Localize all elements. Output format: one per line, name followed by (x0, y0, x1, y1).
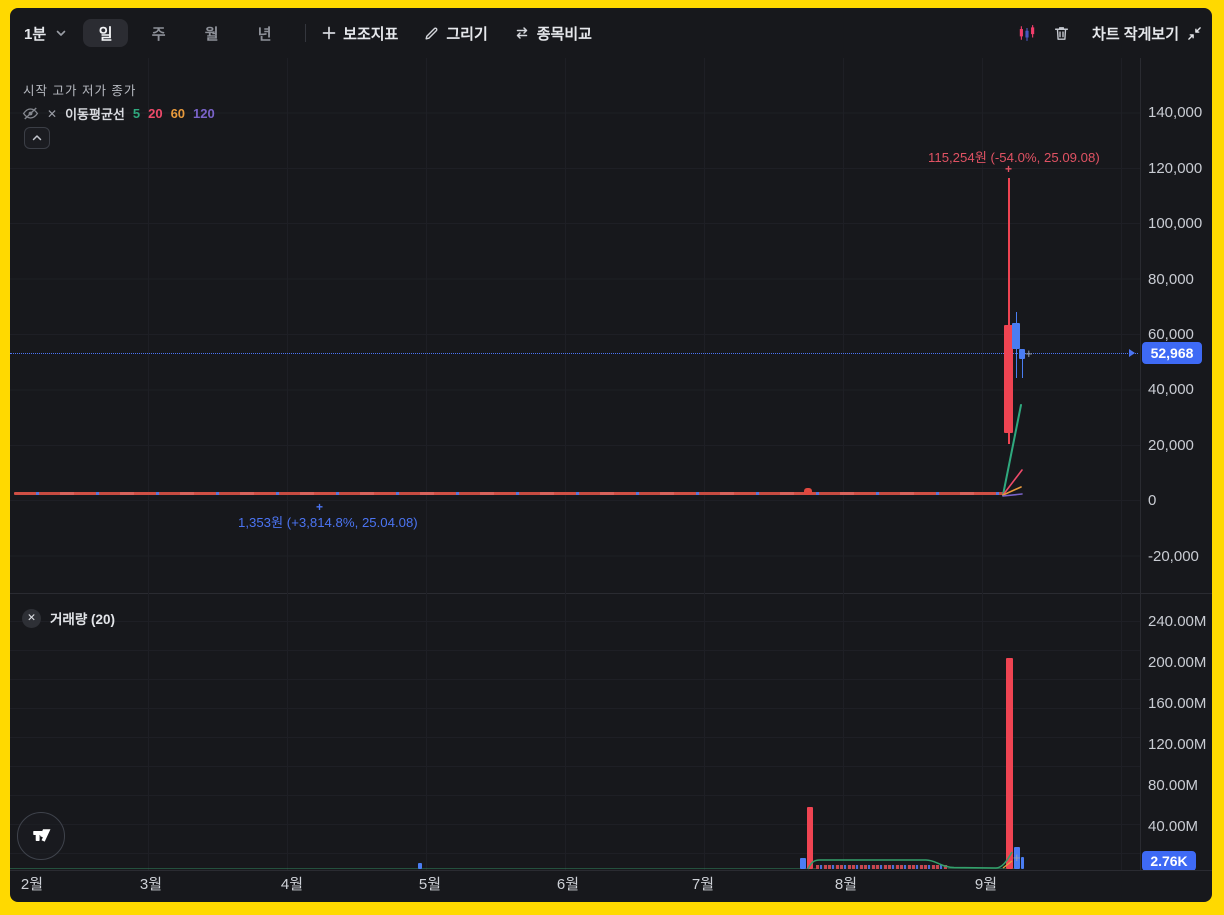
volume-spike-august (806, 807, 813, 869)
candlestick-style-icon (1018, 24, 1036, 42)
volume-bar-small (418, 863, 422, 869)
volume-close-icon[interactable]: ✕ (22, 608, 41, 628)
current-price-badge: 52,968 (1142, 342, 1202, 364)
month-label: 3월 (139, 876, 163, 893)
price-axis-label: -20,000 (1148, 548, 1199, 565)
current-volume-badge: 2.76K (1142, 851, 1196, 871)
month-label: 5월 (418, 876, 442, 893)
tab-week[interactable]: 주 (151, 25, 166, 43)
toolbar-divider (305, 24, 307, 42)
price-axis-label: 140,000 (1148, 104, 1203, 121)
volume-bar-blue (800, 858, 806, 869)
trash-icon (1053, 25, 1070, 42)
chart-style-button[interactable] (1014, 20, 1040, 46)
toolbar-left: 1분 일 주 월 년 보조지표 (10, 19, 618, 47)
volume-legend: ✕ 거래량 (20) (22, 608, 115, 628)
price-series-flat-line (14, 492, 1004, 495)
volume-pane-plot[interactable] (10, 593, 1140, 870)
price-axis-label: 40,000 (1148, 381, 1194, 398)
month-label: 6월 (556, 876, 580, 893)
interval-dropdown[interactable]: 1분 (24, 23, 67, 44)
tab-year[interactable]: 년 (257, 25, 272, 43)
volume-bar-latest (1013, 847, 1020, 869)
ma-legend-title: 이동평균선 (65, 107, 125, 122)
time-axis-separator (10, 870, 1212, 871)
low-point-annotation: 1,353원 (+3,814.8%, 25.04.08) (238, 515, 418, 530)
volume-axis-label: 240.00M (1148, 613, 1207, 630)
blue-candle-body (1011, 323, 1020, 349)
compare-button[interactable]: 종목비교 (514, 23, 592, 44)
ohlc-legend: 시작 고가 저가 종가 (23, 84, 137, 98)
tab-day[interactable]: 일 (83, 19, 129, 47)
volume-bar-last (1020, 857, 1024, 869)
month-label: 7월 (691, 876, 715, 893)
big-red-candle-wick (1008, 178, 1010, 444)
price-axis-label: 0 (1148, 492, 1157, 509)
tab-month[interactable]: 월 (204, 25, 219, 43)
indicators-button[interactable]: 보조지표 (322, 23, 398, 44)
volume-ma-line (807, 851, 1013, 870)
interval-label: 1분 (24, 25, 47, 43)
price-axis-label: 80,000 (1148, 271, 1194, 288)
collapse-legend-button[interactable] (24, 127, 50, 149)
last-candle-wick (1021, 349, 1023, 378)
big-red-candle-body (1003, 325, 1013, 433)
high-point-marker: + (1005, 162, 1013, 176)
chart-app: 1분 일 주 월 년 보조지표 (10, 8, 1212, 902)
ma120-value: 120 (193, 106, 215, 121)
low-point-marker: + (316, 500, 324, 514)
volume-bar-cluster (816, 865, 948, 869)
last-candle-body (1018, 349, 1025, 359)
small-red-candle (804, 488, 812, 495)
volume-bar-marker: + (1013, 850, 1021, 865)
price-axis-separator (1140, 58, 1141, 870)
ma20-value: 20 (148, 106, 163, 121)
current-price-line (10, 353, 1138, 354)
plus-icon (322, 26, 336, 40)
month-label: 4월 (280, 876, 304, 893)
eye-off-icon[interactable] (22, 106, 39, 121)
price-axis-label: 120,000 (1148, 160, 1203, 177)
volume-axis-label: 160.00M (1148, 695, 1207, 712)
month-label: 8월 (834, 876, 858, 893)
ma5-value: 5 (132, 106, 141, 121)
shrink-chart-label: 차트 작게보기 (1092, 25, 1179, 43)
swap-arrows-icon (514, 26, 530, 40)
chevron-down-icon (55, 27, 67, 39)
pencil-icon (424, 26, 439, 41)
price-axis-label: 20,000 (1148, 437, 1194, 454)
draw-label: 그리기 (446, 25, 488, 43)
current-price-arrow (1129, 349, 1135, 357)
price-pane-plot[interactable] (10, 58, 1140, 593)
ma60-value: 60 (170, 106, 186, 121)
ma-legend: ✕ 이동평균선 5 20 60 120 (22, 104, 215, 123)
high-point-annotation: 115,254원 (-54.0%, 25.09.08) (928, 150, 1100, 165)
tradingview-logo[interactable] (17, 812, 65, 860)
ma-close-icon[interactable]: ✕ (47, 106, 58, 121)
volume-legend-title: 거래량 (20) (50, 612, 116, 627)
price-axis-label: 100,000 (1148, 215, 1203, 232)
delete-drawings-button[interactable] (1048, 20, 1074, 46)
volume-spike-september (1006, 658, 1013, 869)
toolbar: 1분 일 주 월 년 보조지표 (10, 8, 1212, 58)
shrink-chart-button[interactable]: 차트 작게보기 (1092, 23, 1202, 44)
compare-label: 종목비교 (536, 25, 592, 43)
volume-axis-label: 200.00M (1148, 654, 1207, 671)
price-axis-label: 60,000 (1148, 326, 1194, 343)
draw-button[interactable]: 그리기 (424, 23, 488, 44)
volume-axis-label: 80.00M (1148, 777, 1199, 794)
indicators-label: 보조지표 (343, 25, 399, 43)
current-bar-marker: + (1025, 346, 1033, 361)
month-label: 9월 (974, 876, 998, 893)
volume-axis-label: 40.00M (1148, 818, 1199, 835)
volume-axis-label: 120.00M (1148, 736, 1207, 753)
timeframe-tabs: 일 주 월 년 (83, 19, 287, 47)
volume-ma-baseline (10, 867, 1015, 869)
ma-lines-fan (1002, 404, 1023, 497)
collapse-arrows-icon (1187, 26, 1202, 41)
month-label: 2월 (20, 876, 44, 893)
toolbar-right: 차트 작게보기 (1014, 20, 1212, 46)
